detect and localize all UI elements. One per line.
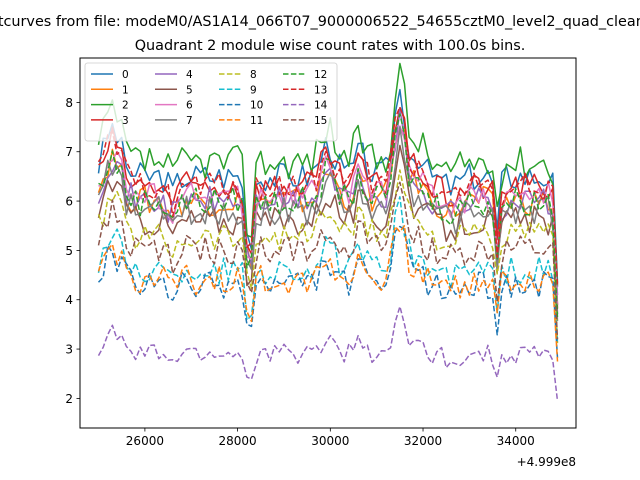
- plot-frame: [79, 57, 577, 429]
- legend-label-2: 2: [122, 100, 129, 112]
- series-line-12: [98, 113, 559, 319]
- legend-label-15: 15: [314, 115, 327, 127]
- y-tick-label: 5: [65, 244, 73, 258]
- legend-label-4: 4: [186, 69, 193, 81]
- y-axis: 2 3 4 5 6 7 8: [65, 96, 80, 406]
- legend-label-13: 13: [314, 84, 327, 96]
- y-tick-label: 4: [65, 293, 73, 307]
- x-tick-label: 32000: [404, 434, 442, 448]
- series-line-11: [97, 224, 559, 362]
- y-tick-label: 6: [65, 195, 73, 209]
- series-line-15: [97, 181, 559, 340]
- series-line-13: [97, 106, 559, 286]
- series-line-7: [97, 126, 559, 322]
- legend-label-12: 12: [314, 69, 327, 81]
- x-tick-label: 28000: [219, 434, 257, 448]
- legend-box: [84, 62, 338, 142]
- x-tick-label: 30000: [311, 434, 349, 448]
- legend-label-9: 9: [250, 84, 257, 96]
- legend-label-0: 0: [122, 69, 129, 81]
- legend-label-14: 14: [314, 100, 328, 112]
- series-line-8: [97, 169, 559, 344]
- y-tick-label: 3: [65, 343, 73, 357]
- legend-label-5: 5: [186, 84, 193, 96]
- y-tick-label: 7: [65, 145, 73, 159]
- x-tick-label: 34000: [497, 434, 535, 448]
- x-tick-label: 26000: [126, 434, 164, 448]
- legend-label-10: 10: [250, 100, 263, 112]
- legend-label-1: 1: [122, 84, 129, 96]
- legend-label-6: 6: [186, 100, 193, 112]
- series-line-14: [97, 305, 559, 402]
- legend-label-11: 11: [250, 115, 263, 127]
- series-layer: [97, 62, 559, 402]
- series-line-6: [98, 125, 559, 306]
- series-line-4: [97, 107, 559, 296]
- series-line-9: [97, 196, 559, 343]
- series-line-0: [97, 88, 559, 283]
- chart-suptitle: Lightcurves from file: modeM0/AS1A14_066…: [0, 14, 640, 30]
- y-tick-label: 8: [65, 96, 73, 110]
- chart-title: Quadrant 2 module wise count rates with …: [135, 38, 526, 54]
- x-axis: 26000 28000 30000 32000 34000: [126, 428, 535, 448]
- legend-label-3: 3: [122, 115, 129, 127]
- legend-label-8: 8: [250, 69, 257, 81]
- legend-label-7: 7: [186, 115, 193, 127]
- x-offset-label: +4.999e8: [517, 455, 576, 469]
- series-line-5: [97, 144, 559, 315]
- series-line-10: [97, 225, 559, 359]
- y-tick-label: 2: [65, 392, 73, 406]
